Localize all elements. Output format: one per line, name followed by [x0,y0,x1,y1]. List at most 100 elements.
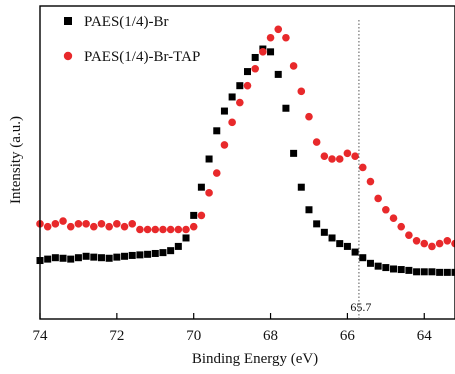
data-point [236,82,243,89]
data-point [198,184,205,191]
data-point [398,266,405,273]
data-point [167,226,175,234]
data-point [428,268,435,275]
data-point [344,150,352,158]
data-point [105,223,113,231]
data-point [106,255,113,262]
data-point [321,152,329,160]
data-point [75,254,82,261]
x-tick-label: 68 [263,328,278,344]
x-tick-label: 74 [33,328,49,344]
data-point [121,253,128,260]
data-point [444,269,451,276]
data-point [328,155,336,163]
data-point [213,169,221,177]
data-point [52,220,60,228]
x-tick-label: 70 [186,328,201,344]
data-point [44,256,51,263]
data-point [221,108,228,115]
data-point [82,220,90,228]
legend-label-series-2: PAES(1/4)-Br-TAP [84,49,200,65]
data-point [182,226,190,234]
data-point [236,99,244,107]
x-tick-label: 72 [109,328,124,344]
data-point [298,184,305,191]
data-point [390,214,398,222]
data-point [305,113,313,121]
data-point [190,212,197,219]
data-point [190,223,198,231]
x-tick-label: 64 [417,328,433,344]
data-point [59,217,67,225]
data-point [244,68,251,75]
data-point [206,156,213,163]
data-point [259,48,267,56]
data-point [67,223,75,231]
data-point [144,226,152,234]
data-point [75,220,83,228]
legend: PAES(1/4)-Br PAES(1/4)-Br-TAP [64,14,200,65]
data-point [436,240,444,248]
data-point [175,243,182,250]
data-point [351,152,359,160]
series-1 [37,46,455,276]
data-point [359,254,366,261]
data-point [136,226,144,234]
data-point [374,195,382,203]
data-point [252,54,259,61]
data-point [436,269,443,276]
data-point [336,240,343,247]
data-point [305,206,312,213]
data-point [275,71,282,78]
data-point [175,226,183,234]
data-point [313,138,321,146]
data-point [198,212,206,220]
data-point [128,220,136,228]
data-point [244,82,252,90]
data-point [282,34,290,42]
data-point [290,150,297,157]
data-point [344,243,351,250]
data-point [228,119,236,127]
data-point [213,127,220,134]
data-point [375,263,382,270]
data-point [183,234,190,241]
data-point [251,65,259,73]
data-point [98,254,105,261]
data-point [136,251,143,258]
x-axis-label: Binding Energy (eV) [192,351,318,367]
data-point [159,249,166,256]
data-point [52,254,59,261]
data-point [352,249,359,256]
data-point [282,105,289,112]
data-point [420,240,428,248]
data-point [367,178,375,186]
data-point [167,247,174,254]
data-point [413,237,421,245]
data-point [67,256,74,263]
data-point [413,268,420,275]
data-point [297,88,305,96]
data-point [290,62,298,70]
data-point [113,220,121,228]
data-point [382,206,390,214]
data-point [129,252,136,259]
legend-marker-series-2 [64,52,72,60]
data-point [121,223,129,231]
data-point [329,234,336,241]
data-point [151,226,159,234]
data-point [428,243,436,251]
data-point [274,25,282,33]
data-point [60,255,67,262]
data-point [313,220,320,227]
data-point [444,237,452,245]
data-point [367,260,374,267]
data-point [221,141,229,149]
legend-label-series-1: PAES(1/4)-Br [84,14,168,30]
legend-marker-series-1 [64,17,72,25]
data-point [267,48,274,55]
data-point [159,226,167,234]
